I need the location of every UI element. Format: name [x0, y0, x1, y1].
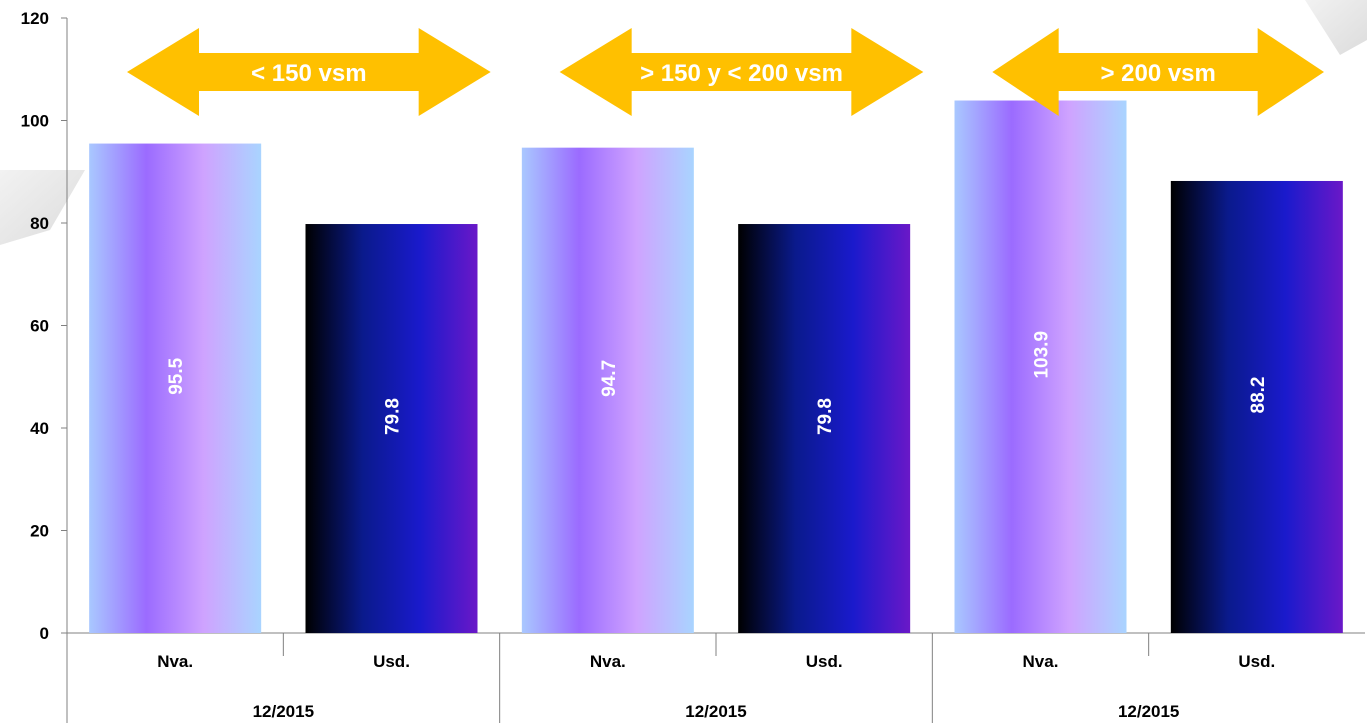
y-tick-label: 40 — [30, 419, 49, 438]
range-label: > 200 vsm — [1100, 60, 1215, 87]
double-arrow — [127, 28, 491, 116]
axes: 0 20 40 60 80 100 120 — [21, 9, 1365, 723]
x-group-label: 12/2015 — [685, 702, 746, 721]
y-tick-label: 60 — [30, 317, 49, 336]
x-group-label: 12/2015 — [253, 702, 314, 721]
bar — [521, 147, 694, 633]
bar — [738, 224, 911, 633]
double-arrow — [992, 28, 1324, 116]
bar — [1170, 180, 1343, 633]
y-tick-label: 100 — [21, 112, 49, 131]
x-category-label: Nva. — [590, 652, 626, 671]
x-category-label: Usd. — [1238, 652, 1275, 671]
data-label: 94.7 — [599, 360, 620, 397]
double-arrow — [559, 28, 924, 116]
x-category-label: Usd. — [806, 652, 843, 671]
bar — [89, 143, 262, 633]
y-tick-label: 80 — [30, 214, 49, 233]
x-category-label: Nva. — [1023, 652, 1059, 671]
y-tick-label: 120 — [21, 9, 49, 28]
background-slab-left — [0, 170, 85, 245]
bars — [89, 100, 1343, 633]
x-group-label: 12/2015 — [1118, 702, 1179, 721]
data-label: 88.2 — [1248, 376, 1269, 413]
data-label: 79.8 — [815, 398, 836, 435]
y-tick-label: 0 — [40, 624, 49, 643]
bar — [305, 224, 478, 633]
data-label: 103.9 — [1032, 331, 1053, 379]
range-arrows: < 150 vsm > 150 y < 200 vsm > 200 vsm — [127, 28, 1324, 116]
data-label: 79.8 — [383, 398, 404, 435]
x-category-label: Nva. — [157, 652, 193, 671]
background-slab-right — [1305, 0, 1367, 55]
range-label: > 150 y < 200 vsm — [640, 60, 843, 87]
x-category-label: Usd. — [373, 652, 410, 671]
y-tick-label: 20 — [30, 522, 49, 541]
range-label: < 150 vsm — [251, 60, 366, 87]
bar — [954, 100, 1127, 633]
data-label: 95.5 — [166, 357, 187, 394]
labels: 95.5 Nva. 79.8 Usd. 12/2015 94.7 Nva. 79.8 Usd. 1… — [157, 331, 1275, 721]
